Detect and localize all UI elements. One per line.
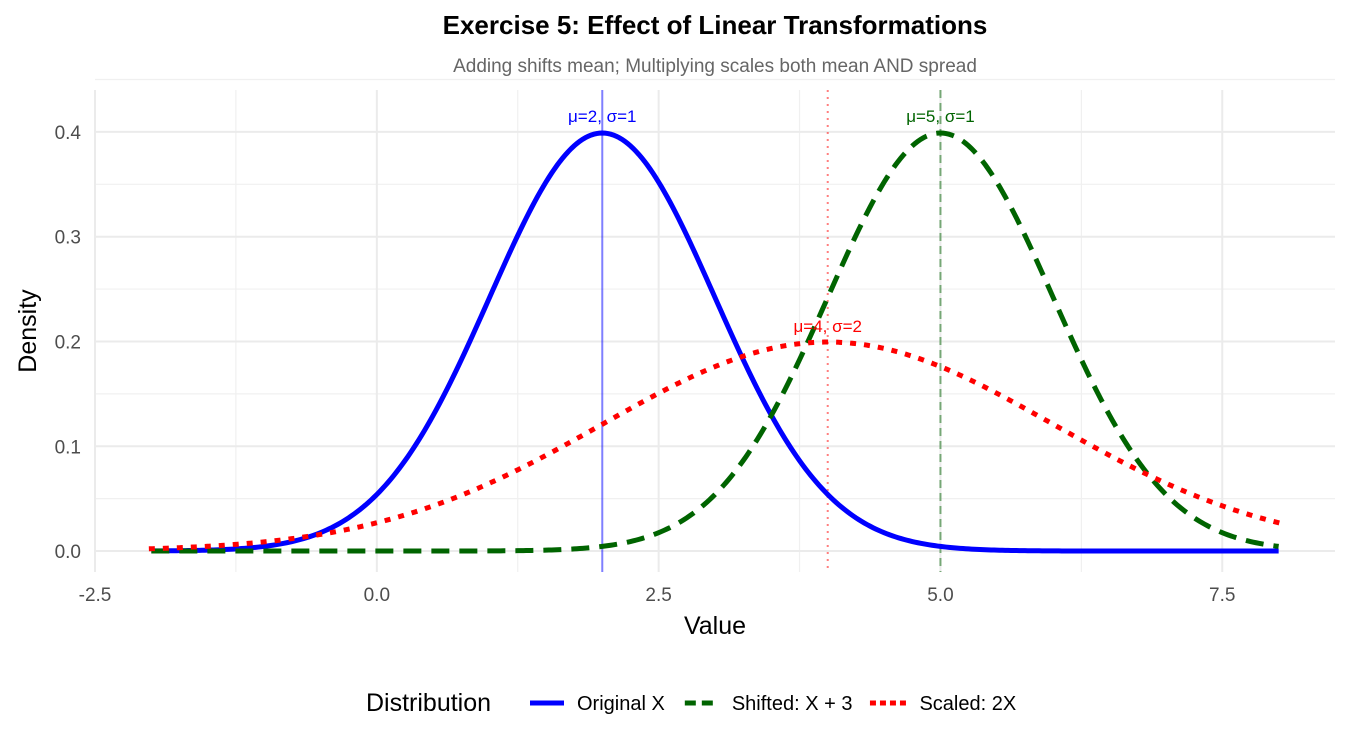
chart-subtitle: Adding shifts mean; Multiplying scales b… bbox=[453, 56, 977, 77]
y-tick-label: 0.3 bbox=[55, 228, 81, 249]
y-axis-ticks: 0.0 0.1 0.2 0.3 0.4 bbox=[55, 123, 82, 563]
legend-label: Scaled: 2X bbox=[919, 693, 1016, 715]
x-axis-ticks: -2.5 0.0 2.5 5.0 7.5 bbox=[79, 585, 1236, 606]
y-tick-label: 0.2 bbox=[55, 332, 81, 353]
legend-item: Original X bbox=[530, 693, 665, 715]
curves-layer bbox=[148, 130, 1282, 554]
curve-shifted-x-3 bbox=[151, 130, 1279, 554]
curve-original-x bbox=[151, 130, 1279, 554]
annotation-original-x: μ=2, σ=1 bbox=[568, 107, 637, 126]
legend-label: Original X bbox=[577, 693, 665, 715]
x-tick-label: 7.5 bbox=[1209, 585, 1235, 606]
annotation-scaled-2x: μ=4, σ=2 bbox=[793, 317, 862, 336]
x-tick-label: 5.0 bbox=[927, 585, 953, 606]
y-tick-label: 0.4 bbox=[55, 123, 82, 144]
grid-layer bbox=[94, 78, 1335, 572]
legend: Distribution Original X Shifted: X + 3 Sca… bbox=[366, 689, 1016, 717]
x-tick-label: -2.5 bbox=[79, 585, 112, 606]
legend-label: Shifted: X + 3 bbox=[732, 693, 853, 715]
x-tick-label: 2.5 bbox=[645, 585, 671, 606]
y-tick-label: 0.1 bbox=[55, 437, 81, 458]
y-axis-label: Density bbox=[14, 289, 42, 373]
legend-item: Shifted: X + 3 bbox=[684, 693, 853, 715]
legend-item: Scaled: 2X bbox=[869, 693, 1016, 715]
annotation-shifted-x-3: μ=5, σ=1 bbox=[906, 107, 975, 126]
legend-items: Original X Shifted: X + 3 Scaled: 2X bbox=[530, 693, 1016, 715]
legend-title: Distribution bbox=[366, 689, 491, 717]
curve-scaled-2x bbox=[148, 339, 1282, 552]
annotations-layer: μ=2, σ=1 μ=5, σ=1 μ=4, σ=2 bbox=[568, 107, 975, 336]
x-axis-label: Value bbox=[684, 612, 746, 640]
chart-title: Exercise 5: Effect of Linear Transformat… bbox=[443, 10, 988, 40]
y-tick-label: 0.0 bbox=[55, 542, 81, 563]
mean-lines-layer bbox=[601, 90, 942, 572]
x-tick-label: 0.0 bbox=[364, 585, 390, 606]
